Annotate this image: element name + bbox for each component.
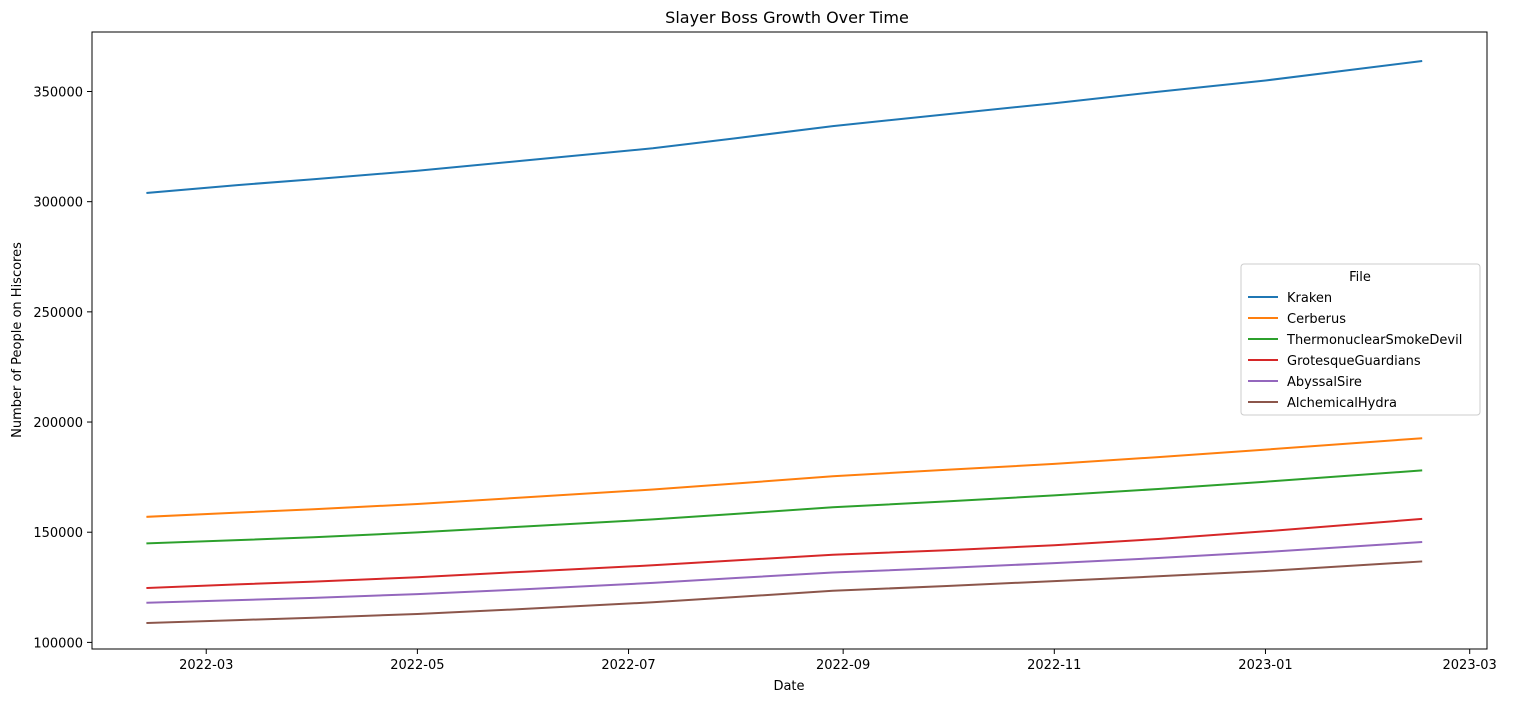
x-tick-label: 2022-03 (179, 658, 233, 673)
y-tick-label: 200000 (33, 416, 83, 431)
legend: File Kraken Cerberus ThermonuclearSmokeDev… (1240, 263, 1481, 416)
x-tick-label: 2022-09 (816, 658, 870, 673)
legend-label: GrotesqueGuardians (1287, 354, 1421, 369)
y-tick-label: 100000 (33, 636, 83, 651)
y-tick-label: 350000 (33, 85, 83, 100)
x-tick-label: 2022-05 (390, 658, 444, 673)
legend-entries: Kraken Cerberus ThermonuclearSmokeDevil Gro… (1248, 291, 1462, 411)
legend-label: AbyssalSire (1287, 375, 1362, 390)
legend-label: AlchemicalHydra (1287, 396, 1397, 411)
chart-title: Slayer Boss Growth Over Time (665, 8, 909, 27)
series-line-abyssal-sire (146, 541, 1423, 604)
series-line-alchemical-hydra (146, 560, 1423, 625)
y-axis-title: Number of People on Hiscores (10, 242, 25, 438)
legend-label: Cerberus (1287, 312, 1346, 327)
plot-frame (91, 31, 1488, 650)
legend-title: File (1349, 270, 1371, 285)
series-line-kraken (146, 59, 1423, 194)
plot-area: 2022-03 2022-05 2022-07 2022-09 2022-11 2023-… (33, 31, 1497, 673)
y-tick-label: 150000 (33, 526, 83, 541)
x-tick-label: 2022-11 (1027, 658, 1081, 673)
y-tick-label: 300000 (33, 196, 83, 211)
x-tick-label: 2022-07 (601, 658, 655, 673)
legend-label: Kraken (1287, 291, 1332, 306)
y-tick-label: 250000 (33, 306, 83, 321)
series-line-thermonuclear-smoke-devil (146, 469, 1423, 545)
x-tick-label: 2023-01 (1238, 658, 1292, 673)
legend-frame (1240, 263, 1481, 416)
series-line-grotesque-guardians (146, 517, 1423, 590)
legend-label: ThermonuclearSmokeDevil (1286, 333, 1462, 348)
x-axis-title: Date (773, 679, 804, 694)
series-line-cerberus (146, 437, 1423, 518)
x-tick-label: 2023-03 (1443, 658, 1497, 673)
